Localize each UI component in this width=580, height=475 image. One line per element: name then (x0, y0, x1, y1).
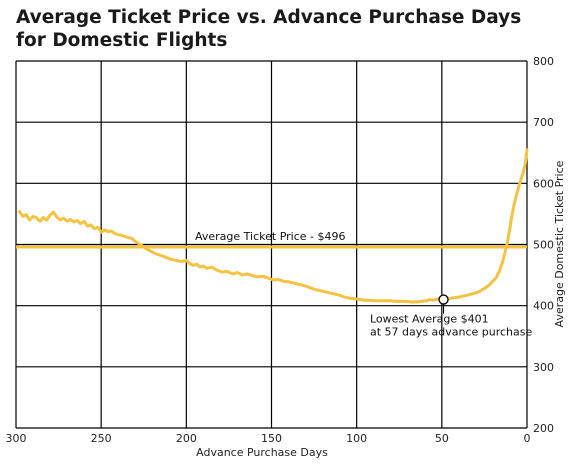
x-tick-label-50: 50 (435, 432, 449, 445)
average-price-label: Average Ticket Price - $496 (195, 230, 346, 243)
x-tick-label-0: 0 (524, 432, 531, 445)
lowest-average-annotation: Lowest Average $401 at 57 days advance p… (370, 294, 532, 339)
y-tick-label-700: 700 (533, 116, 554, 129)
x-tick-label-250: 250 (91, 432, 112, 445)
chart-title: Average Ticket Price vs. Advance Purchas… (16, 6, 556, 52)
grid-lines (15, 60, 528, 429)
y-tick-label-400: 400 (533, 300, 554, 313)
y-axis-label: Average Domestic Ticket Price (553, 160, 566, 327)
chart-title-line-1: Average Ticket Price vs. Advance Purchas… (16, 7, 522, 28)
y-tick-label-200: 200 (533, 422, 554, 435)
lowest-point-marker (438, 294, 449, 305)
y-tick-label-600: 600 (533, 177, 554, 190)
y-tick-label-800: 800 (533, 55, 554, 68)
y-tick-label-300: 300 (533, 361, 554, 374)
x-tick-label-300: 300 (6, 432, 27, 445)
x-tick-label-150: 150 (261, 432, 282, 445)
annotation-label-line-2: at 57 days advance purchase (370, 326, 532, 339)
reference-line-group: Average Ticket Price - $496 (16, 230, 527, 249)
x-axis-ticks: 300 250 200 150 100 50 0 (6, 432, 531, 445)
annotation-label-line-1: Lowest Average $401 (370, 313, 489, 326)
x-tick-label-100: 100 (346, 432, 367, 445)
y-tick-label-500: 500 (533, 239, 554, 252)
y-axis-ticks: 200 300 400 500 600 700 800 (533, 55, 554, 435)
x-tick-label-200: 200 (176, 432, 197, 445)
x-axis-label: Advance Purchase Days (196, 446, 328, 459)
series-line-average-ticket-price (17, 148, 529, 304)
chart-title-line-2: for Domestic Flights (16, 30, 228, 51)
